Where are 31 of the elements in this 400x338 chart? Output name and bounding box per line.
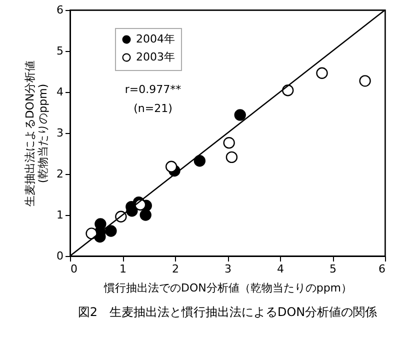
point: [226, 151, 238, 164]
point: [140, 209, 152, 221]
y-tick-label: 2: [56, 168, 64, 180]
point: [105, 225, 117, 237]
legend-label: 2003年: [136, 50, 175, 64]
point: [194, 155, 206, 167]
y-tick-label: 4: [56, 86, 64, 98]
y-tick-label: 1: [56, 208, 64, 222]
point: [86, 228, 98, 240]
point: [223, 137, 235, 149]
annotation: (n=21): [134, 102, 172, 115]
legend-label: 2004年: [136, 32, 175, 46]
y-tick-label: 0: [56, 250, 64, 262]
x-axis-title: 慣行抽出法でのDON分析値（乾物当たりのppm）: [102, 282, 352, 294]
y-tick-label: 5: [56, 44, 64, 58]
y-axis-title: 生麦抽出法によるDON分析値 (乾物当たりのppm): [24, 60, 50, 207]
x-tick-label: 4: [277, 262, 284, 276]
text: 図2 生麦抽出法と慣行抽出法によるDON分析値の関係: [78, 305, 378, 319]
y-tick-label: 3: [56, 126, 64, 140]
point: [359, 75, 371, 87]
x-tick-label: 3: [224, 262, 232, 276]
x-tick-label: 2: [172, 262, 179, 276]
annotation: r=0.977**: [124, 83, 182, 96]
point: [234, 109, 246, 121]
point: [316, 67, 328, 79]
x-tick-label: 5: [330, 262, 336, 276]
x-tick-label: 0: [70, 262, 78, 276]
x-tick-label: 1: [120, 262, 126, 276]
point: [165, 160, 178, 172]
x-tick-label: 6: [378, 262, 386, 276]
y-tick-label: 6: [56, 4, 64, 16]
